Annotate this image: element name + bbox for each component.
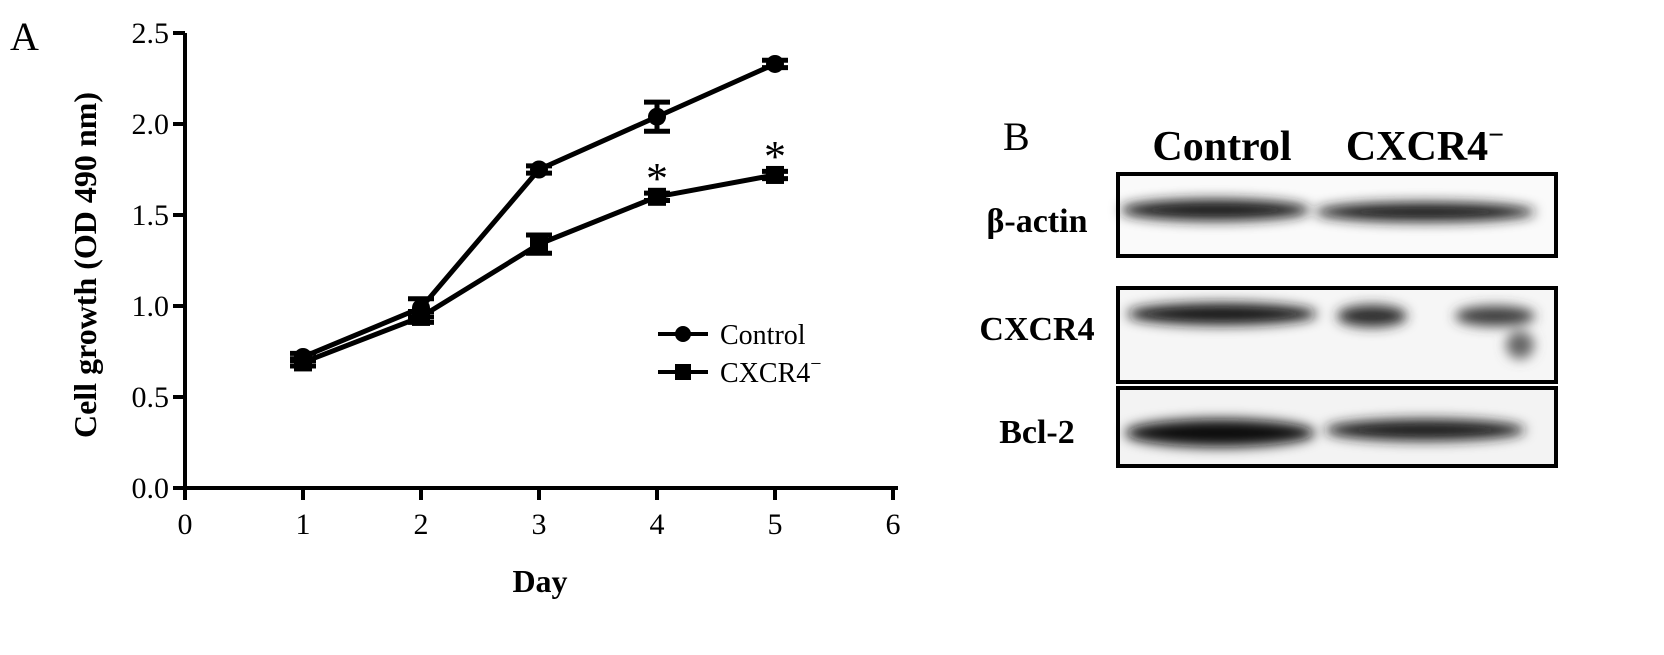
legend-item-cxcr4: CXCR4− (658, 353, 822, 389)
data-point-circle (766, 54, 784, 73)
data-point-square (530, 235, 548, 254)
x-tick-label: 2 (414, 508, 429, 541)
blot-column-cxcr4-text: CXCR4 (1346, 124, 1488, 170)
y-tick-label: 1.0 (132, 290, 170, 323)
legend-square-marker (675, 364, 691, 380)
y-tick-label: 0.5 (132, 381, 170, 414)
data-point-square (294, 353, 312, 372)
legend-label-control: Control (720, 320, 806, 351)
blot-row-label-cxcr4: CXCR4 (979, 311, 1094, 348)
significance-star: * (646, 154, 668, 203)
y-tick-label: 2.5 (132, 17, 170, 50)
blot-strip-frame (1116, 286, 1558, 384)
data-point-square (412, 307, 430, 326)
x-tick-label: 6 (886, 508, 901, 541)
blot-bands-cxcr4 (1127, 303, 1535, 359)
blot-column-control: Control (1152, 124, 1291, 170)
legend-label-cxcr4-text: CXCR4 (720, 358, 810, 389)
significance-star: * (764, 132, 786, 181)
legend: Control CXCR4− (658, 320, 822, 389)
blot-strip-cxcr4: CXCR4 (979, 286, 1558, 384)
data-point-square (766, 165, 784, 184)
series-line-0 (302, 61, 777, 360)
blot-row-label-beta-actin: β-actin (986, 203, 1087, 240)
blot-strip-bcl-2: Bcl-2 (999, 386, 1558, 468)
blot-row-label-bcl-2: Bcl-2 (999, 414, 1075, 451)
legend-label-cxcr4: CXCR4− (720, 353, 822, 389)
blot-column-headers: Control CXCR4− (1152, 120, 1504, 170)
y-axis-title: Cell growth (OD 490 nm) (67, 92, 103, 438)
x-tick-label: 5 (768, 508, 783, 541)
blot-column-cxcr4: CXCR4− (1346, 120, 1504, 170)
cell-growth-chart: 0.0 0.5 1.0 1.5 2.0 2.5 0 1 2 3 4 5 6 * * Day Cell g… (67, 17, 901, 599)
x-tick-label: 4 (650, 508, 665, 541)
y-tick-label: 0.0 (132, 472, 170, 505)
data-point-circle (648, 107, 666, 126)
x-tick-label: 3 (532, 508, 547, 541)
x-tick-label: 0 (178, 508, 193, 541)
legend-label-cxcr4-superscript: − (810, 353, 821, 375)
blot-strip-beta-actin: β-actin (986, 172, 1558, 258)
x-axis-title: Day (512, 563, 567, 599)
data-point-circle (530, 160, 548, 179)
legend-circle-marker (675, 326, 691, 342)
y-tick-label: 2.0 (132, 108, 170, 141)
x-tick-label: 1 (296, 508, 311, 541)
panel-a-letter: A (10, 14, 39, 59)
panel-b-letter: B (1003, 114, 1030, 159)
data-point-square (648, 187, 666, 206)
y-tick-label: 1.5 (132, 199, 170, 232)
blot-column-cxcr4-superscript: − (1488, 120, 1504, 151)
blot-bands-beta-actin (1120, 199, 1535, 222)
legend-item-control: Control (658, 320, 806, 351)
blot-bands-bcl-2 (1125, 419, 1525, 447)
